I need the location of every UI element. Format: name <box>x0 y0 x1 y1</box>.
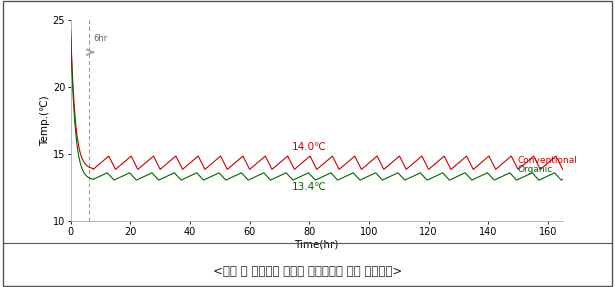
Y-axis label: Temp.(℃): Temp.(℃) <box>40 95 50 146</box>
Text: 14.0℃: 14.0℃ <box>292 142 327 152</box>
Text: Organic: Organic <box>518 165 554 174</box>
Text: 6hr: 6hr <box>93 34 108 43</box>
Text: Conventional: Conventional <box>518 156 578 164</box>
Text: 13.4℃: 13.4℃ <box>292 182 327 192</box>
Text: <관행 및 유기재배 부추의 저장시간에 따른 온도변화>: <관행 및 유기재배 부추의 저장시간에 따른 온도변화> <box>213 265 402 278</box>
X-axis label: Time(hr): Time(hr) <box>295 239 339 249</box>
